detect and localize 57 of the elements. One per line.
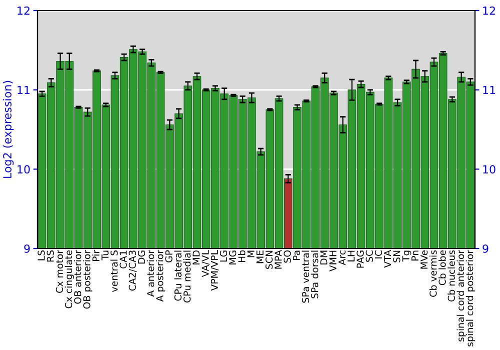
y-tick-label: 9 [24,244,30,253]
x-tick-label: Hb [238,250,246,262]
x-tick-label: VPM/VPL [210,250,219,291]
x-tick-label: IC [374,250,382,258]
x-tick-label: Cb vermis [429,250,437,297]
x-tick-label: MD [192,250,200,264]
y2-tick-label: 12 [483,6,495,15]
y-tick-label: 12 [18,6,30,15]
x-tick-label: Tu [102,250,109,260]
x-tick-label: MPA [274,250,282,269]
x-tick-label: spinal cord anterior [456,250,466,342]
x-tick-label: OB posterior [83,250,92,309]
x-tick-label: SN [393,250,400,262]
x-tick-label: A anterior [146,250,154,297]
x-tick-label: Pir [92,250,100,261]
x-tick-label: PAG [356,250,364,268]
x-tick-label: CPu medial [183,250,191,303]
x-tick-label: A posterior [156,250,166,302]
x-tick-label: GP [165,250,172,262]
x-tick-label: LG [220,250,228,262]
y-tick-label: 10 [18,165,30,174]
y2-tick-label: 10 [483,165,496,174]
x-tick-label: VTA [384,250,392,268]
x-tick-label: ventral S [110,250,118,292]
y2-tick-label: 11 [483,86,496,94]
x-tick-label: SO [284,250,291,263]
x-tick-label: CA1 [120,250,127,268]
x-tick-label: SPa ventral [302,250,310,303]
x-tick-label: LS [38,250,45,260]
x-tick-label: DG [138,250,146,264]
y-axis-title: Log2 (expression) [2,80,14,178]
x-tick-label: OB anterior [74,250,82,304]
y2-tick-label: 9 [482,244,488,253]
x-tick-label: MVe [420,250,428,269]
x-tick-label: SCN [266,250,273,269]
x-tick-label: spinal cord posterior [466,250,476,346]
x-tick-label: CPu lateral [174,250,182,301]
x-tick-label: M [247,250,254,258]
x-tick-label: RS [46,250,54,262]
x-tick-label: VMH [329,250,336,272]
x-tick-label: ME [256,250,264,264]
x-tick-label: LH [348,250,355,262]
x-tick-label: Cb nucleus [448,250,455,302]
x-tick-label: DM [320,250,328,264]
y-tick-label: 11 [18,86,30,94]
x-tick-label: Cx motor [56,250,64,293]
x-tick-label: Pa [292,250,300,260]
x-tick-label: SC [366,250,373,262]
x-tick-label: MG [229,250,236,264]
x-tick-label: Pn [411,250,418,260]
x-tick-label: Tg [402,250,412,262]
x-tick-label: Arc [338,250,346,266]
x-tick-label: Cx cingulate [64,250,74,308]
x-tick-label: Cb lobe [438,250,446,286]
x-tick-label: CA2/CA3 [128,250,137,291]
x-tick-label: VA/VL [202,250,210,278]
x-tick-label: SPa dorsal [310,250,318,298]
